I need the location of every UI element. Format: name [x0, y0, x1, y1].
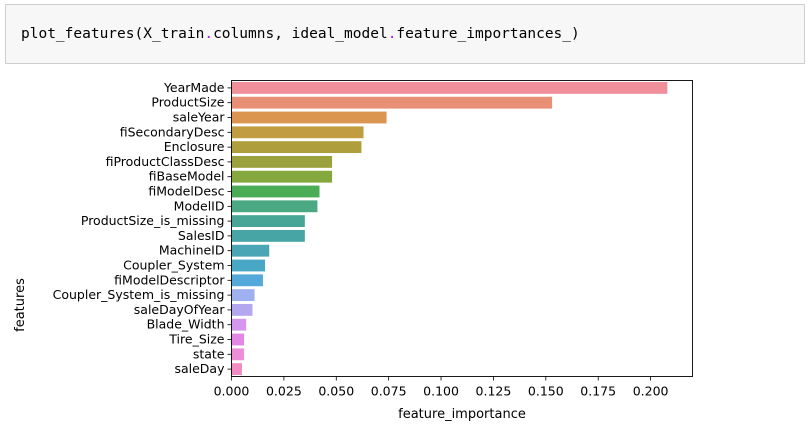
y-tick-label: ModelID [174, 198, 225, 213]
y-axis-label: features [13, 278, 28, 332]
code-cell[interactable]: plot_features(X_train.columns, ideal_mod… [5, 4, 805, 64]
code-function-name: plot_features [21, 26, 135, 42]
code-close-paren: ) [571, 26, 580, 42]
x-tick-label: 0.075 [371, 384, 407, 399]
x-tick-label: 0.100 [423, 384, 459, 399]
bar-enclosure [231, 141, 362, 154]
bar-machineid [231, 244, 270, 257]
x-tick-label: 0.000 [214, 384, 250, 399]
bar-tire-size [231, 333, 245, 346]
bar-fiproductclassdesc [231, 155, 333, 168]
y-tick-label: ProductSize [151, 95, 224, 110]
x-tick-label: 0.050 [318, 384, 354, 399]
y-tick-label: fiBaseModel [149, 169, 225, 184]
y-tick-label: ProductSize_is_missing [81, 213, 225, 228]
y-tick-label: saleDay [174, 361, 225, 376]
code-arg1-object: X_train [143, 26, 205, 42]
bar-coupler-system [231, 259, 266, 272]
bar-productsize [231, 96, 553, 109]
x-tick-label: 0.150 [528, 384, 564, 399]
bar-saleday [231, 363, 242, 376]
x-ticks: 0.000 0.025 0.050 0.075 0.100 0.125 0.150 0.175… [214, 376, 669, 399]
y-tick-label: saleDayOfYear [134, 302, 226, 317]
bar-fimodeldesc [231, 185, 320, 198]
code-separator: , [274, 26, 292, 42]
y-tick-label: SalesID [178, 228, 225, 243]
bar-modelid [231, 200, 318, 213]
y-tick-label: fiSecondaryDesc [120, 124, 225, 139]
y-tick-label: fiProductClassDesc [106, 154, 225, 169]
code-line[interactable]: plot_features(X_train.columns, ideal_mod… [21, 26, 580, 42]
code-arg1-attribute: columns [213, 26, 275, 42]
y-tick-label: Coupler_System_is_missing [53, 287, 225, 302]
bar-coupler-system-is-missing [231, 289, 255, 302]
x-tick-label: 0.125 [476, 384, 512, 399]
y-tick-label: Blade_Width [147, 317, 225, 332]
y-tick-label: state [193, 346, 225, 361]
x-tick-label: 0.175 [580, 384, 616, 399]
y-tick-label: Tire_Size [168, 332, 224, 347]
x-axis-label: feature_importance [398, 407, 526, 422]
feature-importance-chart: YearMadeProductSizesaleYearfiSecondaryDe… [13, 80, 693, 422]
code-arg2-attribute: feature_importances_ [396, 26, 572, 42]
code-arg2-object: ideal_model [291, 26, 388, 42]
y-tick-label: fiModelDescriptor [114, 272, 225, 287]
code-dot-operator: . [387, 26, 397, 42]
bar-yearmade [231, 81, 668, 94]
bar-fisecondarydesc [231, 126, 364, 139]
bar-salesid [231, 229, 305, 242]
bar-blade-width [231, 318, 247, 331]
x-tick-label: 0.025 [266, 384, 302, 399]
y-tick-label: saleYear [173, 110, 226, 125]
x-tick-label: 0.200 [633, 384, 669, 399]
bars-group [231, 81, 668, 376]
y-tick-label: Coupler_System [123, 258, 224, 273]
chart-output: YearMade ProductSize saleYear fiSecondaryDe… [0, 72, 810, 442]
bar-saleyear [231, 111, 387, 124]
bar-saledayofyear [231, 303, 253, 316]
bar-fibasemodel [231, 170, 333, 183]
code-dot-operator: . [204, 26, 214, 42]
code-open-paren: ( [134, 26, 144, 42]
y-tick-label: MachineID [159, 243, 225, 258]
y-tick-labels: YearMadeProductSizesaleYearfiSecondaryDe… [53, 80, 232, 376]
y-tick-label: YearMade [163, 80, 225, 95]
plot-frame [231, 80, 693, 377]
y-tick-label: Enclosure [164, 139, 225, 154]
bar-productsize-is-missing [231, 215, 305, 228]
bar-state [231, 348, 245, 361]
y-tick-label: fiModelDesc [148, 184, 224, 199]
bar-fimodeldescriptor [231, 274, 263, 287]
